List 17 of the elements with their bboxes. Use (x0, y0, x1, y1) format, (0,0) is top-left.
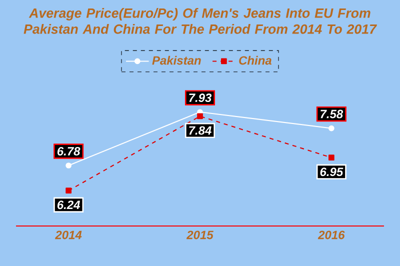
chart-title: Average Price(Euro/Pc) Of Men's Jeans Into EU From Pakistan And China For The Period From 2014 To 2017 (24, 8, 377, 34)
point (328, 125, 334, 132)
data-label: 7.58 (320, 110, 344, 118)
point (66, 188, 72, 194)
x-tick-label: 2016 (318, 230, 345, 240)
x-tick-label: 2014 (55, 230, 82, 240)
point (328, 154, 334, 161)
point (197, 113, 203, 120)
data-label: 7.84 (189, 126, 212, 135)
point (66, 162, 72, 168)
legend-label: Pakistan (152, 56, 201, 65)
data-label: 6.78 (57, 147, 80, 156)
data-label: 7.93 (189, 94, 212, 102)
data-label: 6.24 (57, 200, 80, 210)
data-label: 6.95 (320, 168, 344, 176)
legend-label: China (239, 56, 272, 65)
x-tick-label: 2015 (186, 230, 214, 240)
